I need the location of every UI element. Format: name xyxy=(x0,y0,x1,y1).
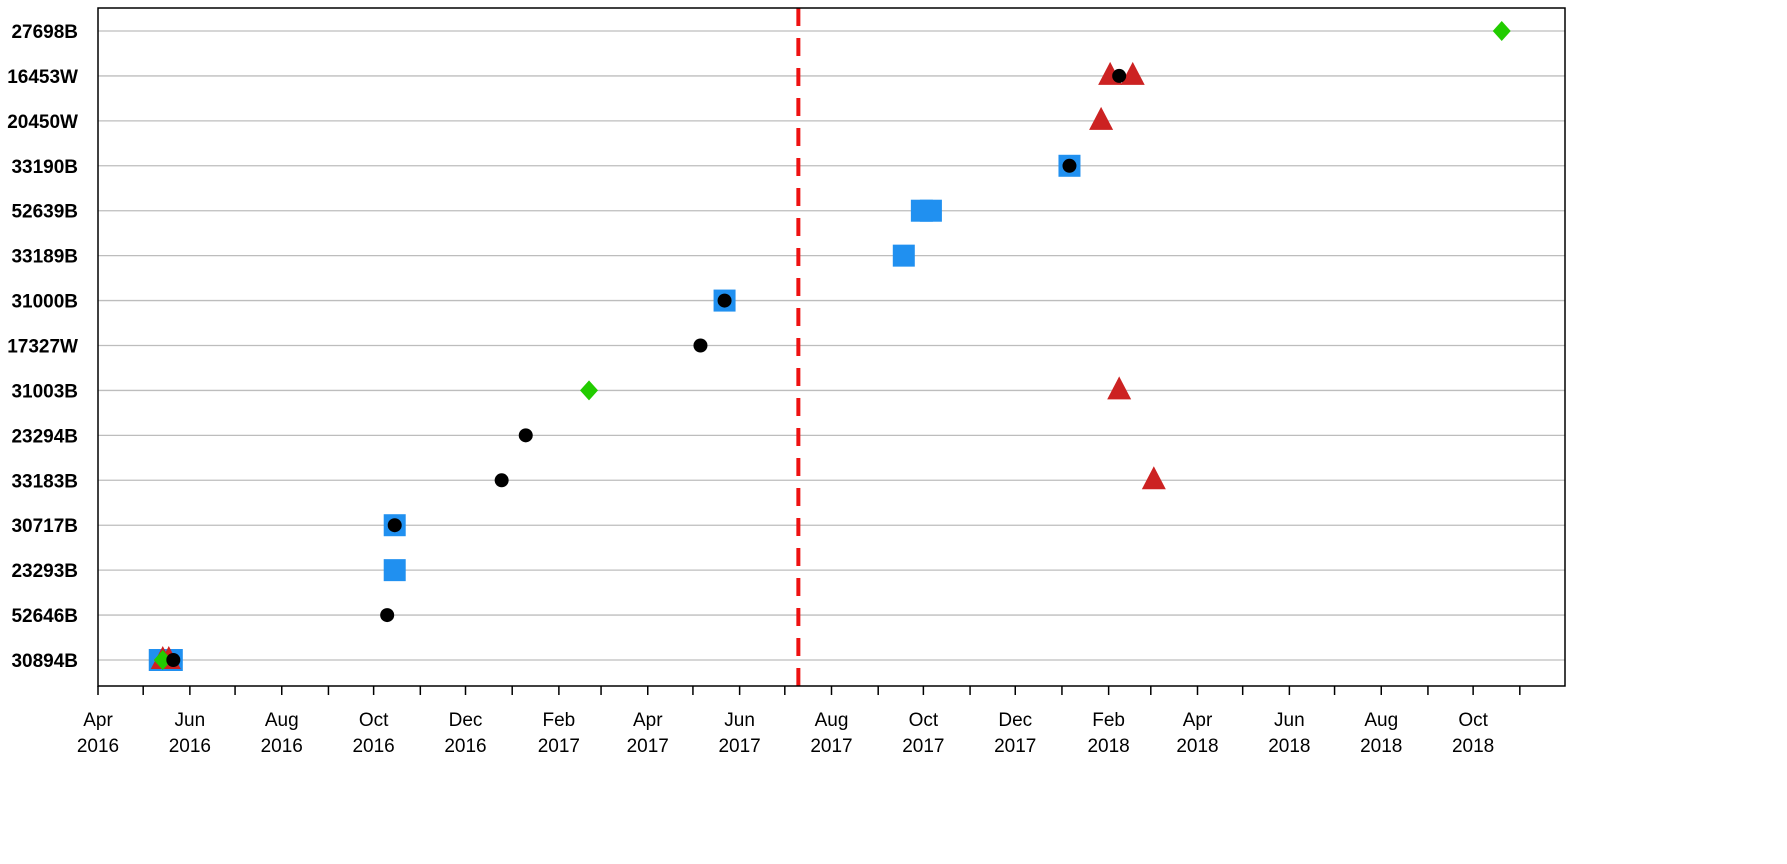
circle-point-17327w xyxy=(693,338,708,353)
square-point-33189b xyxy=(892,244,915,267)
x-tick-label-year-2017-04-01: 2017 xyxy=(627,736,669,757)
circle-point-31000b xyxy=(717,293,732,308)
y-tick-label-33189b: 33189B xyxy=(11,247,78,268)
x-tick-label-year-2016-08-01: 2016 xyxy=(261,736,303,757)
x-tick-label-year-2017-08-01: 2017 xyxy=(810,736,852,757)
circle-point-23294b xyxy=(518,428,533,443)
square-point-23293b xyxy=(383,559,406,582)
x-tick-label-year-2016-04-01: 2016 xyxy=(77,736,119,757)
x-tick-label-month-2016-12-01: Dec xyxy=(449,710,483,731)
diamond-point-30894b xyxy=(153,650,172,670)
grid-lines xyxy=(98,30,1565,661)
y-tick-label-33183b: 33183B xyxy=(11,471,78,492)
x-tick-label-month-2016-08-01: Aug xyxy=(265,710,299,731)
x-tick-label-year-2017-02-01: 2017 xyxy=(538,736,580,757)
circle-point-30717b xyxy=(387,518,402,533)
y-tick-label-17327w: 17327W xyxy=(7,337,78,358)
x-tick-label-year-2018-06-01: 2018 xyxy=(1268,736,1310,757)
circle-point-30894b xyxy=(166,653,181,667)
x-tick-label-year-2017-12-01: 2017 xyxy=(994,736,1036,757)
x-tick-label-month-2016-04-01: Apr xyxy=(83,710,113,731)
x-axis: Apr 2016 Jun 2016 Aug 2016 Oct 2016 Dec 2016 Feb 20… xyxy=(77,686,1521,757)
triangle-point-20450w xyxy=(1089,106,1114,130)
triangle-point-31003b xyxy=(1107,376,1132,400)
x-tick-label-month-2017-04-01: Apr xyxy=(633,710,663,731)
x-tick-label-month-2018-10-01: Oct xyxy=(1458,710,1488,731)
x-tick-label-month-2018-04-01: Apr xyxy=(1183,710,1213,731)
x-tick-label-month-2017-08-01: Aug xyxy=(815,710,849,731)
y-tick-label-23293b: 23293B xyxy=(11,561,78,582)
x-tick-label-month-2016-06-01: Jun xyxy=(175,710,206,731)
x-tick-label-month-2018-02-01: Feb xyxy=(1092,710,1125,731)
x-tick-label-year-2017-10-01: 2017 xyxy=(902,736,944,757)
square-point-52639b xyxy=(919,199,942,222)
triangle-point-33183b xyxy=(1141,466,1166,490)
y-tick-label-27698b: 27698B xyxy=(11,22,78,43)
diamond-point-31003b xyxy=(580,380,599,401)
x-tick-label-month-2017-10-01: Oct xyxy=(909,710,939,731)
x-tick-label-month-2018-06-01: Jun xyxy=(1274,710,1305,731)
x-tick-label-month-2017-06-01: Jun xyxy=(724,710,755,731)
x-tick-label-month-2017-02-01: Feb xyxy=(543,710,576,731)
x-tick-label-month-2018-08-01: Aug xyxy=(1364,710,1398,731)
x-tick-label-year-2018-10-01: 2018 xyxy=(1452,736,1494,757)
y-tick-label-33190b: 33190B xyxy=(11,157,78,178)
y-tick-label-52646b: 52646B xyxy=(11,606,78,627)
x-tick-label-year-2016-06-01: 2016 xyxy=(169,736,211,757)
x-tick-label-year-2016-12-01: 2016 xyxy=(444,736,486,757)
x-tick-label-year-2018-02-01: 2018 xyxy=(1087,736,1129,757)
circle-point-52646b xyxy=(380,608,395,623)
x-tick-label-month-2016-10-01: Oct xyxy=(359,710,389,731)
x-tick-label-month-2017-12-01: Dec xyxy=(998,710,1032,731)
y-axis: 30894B 52646B 23293B 30717B 33183B 23294B 3100… xyxy=(7,22,78,672)
diamond-point-27698b xyxy=(1492,21,1511,41)
y-tick-label-20450w: 20450W xyxy=(7,112,78,133)
circle-point-33190b xyxy=(1062,158,1077,173)
circle-point-33183b xyxy=(494,473,509,488)
x-tick-label-year-2018-08-01: 2018 xyxy=(1360,736,1402,757)
x-tick-label-year-2018-04-01: 2018 xyxy=(1176,736,1218,757)
plot-area-frame xyxy=(97,7,1566,687)
y-tick-label-31003b: 31003B xyxy=(11,381,78,402)
y-tick-label-31000b: 31000B xyxy=(11,292,78,313)
y-tick-label-52639b: 52639B xyxy=(11,202,78,223)
x-tick-label-year-2016-10-01: 2016 xyxy=(352,736,394,757)
y-tick-label-16453w: 16453W xyxy=(7,67,78,88)
circle-point-16453w xyxy=(1112,68,1127,83)
y-tick-label-30894b: 30894B xyxy=(11,651,78,672)
data-points xyxy=(148,21,1511,671)
triangle-point-16453w xyxy=(1120,61,1145,85)
x-tick-label-year-2017-06-01: 2017 xyxy=(718,736,760,757)
y-tick-label-23294b: 23294B xyxy=(11,426,78,447)
y-tick-label-30717b: 30717B xyxy=(11,516,78,537)
